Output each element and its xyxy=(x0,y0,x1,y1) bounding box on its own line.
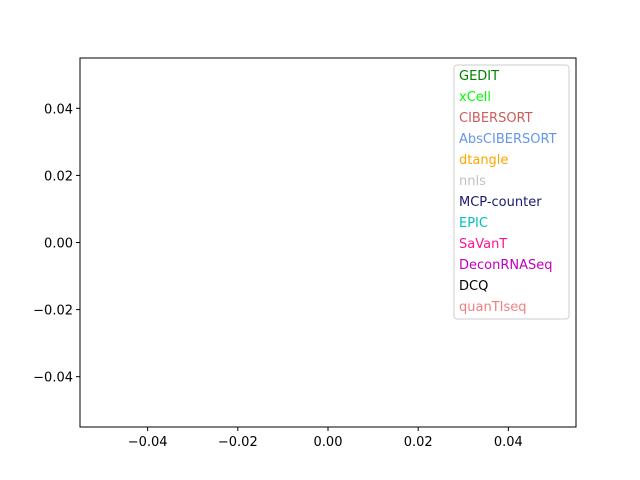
legend-entry: SaVanT xyxy=(459,237,507,252)
x-tick-label: −0.04 xyxy=(128,435,168,450)
legend-box xyxy=(453,64,570,320)
y-tick-label: −0.02 xyxy=(33,304,73,319)
legend-entry: nnls xyxy=(459,174,486,189)
x-tick-label: −0.02 xyxy=(218,435,258,450)
legend-entry: MCP-counter xyxy=(459,195,542,210)
y-axis: 0.04 0.02 0.00 −0.02 −0.04 xyxy=(33,102,80,386)
legend-entry: AbsCIBERSORT xyxy=(459,132,557,147)
x-axis: −0.04 −0.02 0.00 0.02 0.04 xyxy=(128,427,523,450)
y-tick-label: 0.02 xyxy=(44,169,73,184)
y-tick-label: −0.04 xyxy=(33,371,73,386)
legend-items: GEDIT xCell CIBERSORT AbsCIBERSORT dtangle nn… xyxy=(459,69,557,315)
x-tick-label: 0.00 xyxy=(314,435,343,450)
legend: GEDIT xCell CIBERSORT AbsCIBERSORT dtangle nn… xyxy=(453,64,570,320)
legend-entry: xCell xyxy=(459,90,491,105)
legend-entry: DeconRNASeq xyxy=(459,258,553,273)
x-tick-label: 0.04 xyxy=(494,435,523,450)
y-tick-label: 0.04 xyxy=(44,102,73,117)
legend-entry: dtangle xyxy=(459,153,508,168)
y-tick-label: 0.00 xyxy=(44,237,73,252)
legend-entry: EPIC xyxy=(459,216,488,231)
legend-entry: CIBERSORT xyxy=(459,111,533,126)
legend-entry: GEDIT xyxy=(459,69,499,84)
x-tick-label: 0.02 xyxy=(404,435,433,450)
legend-entry: quanTIseq xyxy=(459,300,527,315)
legend-entry: DCQ xyxy=(459,279,488,294)
